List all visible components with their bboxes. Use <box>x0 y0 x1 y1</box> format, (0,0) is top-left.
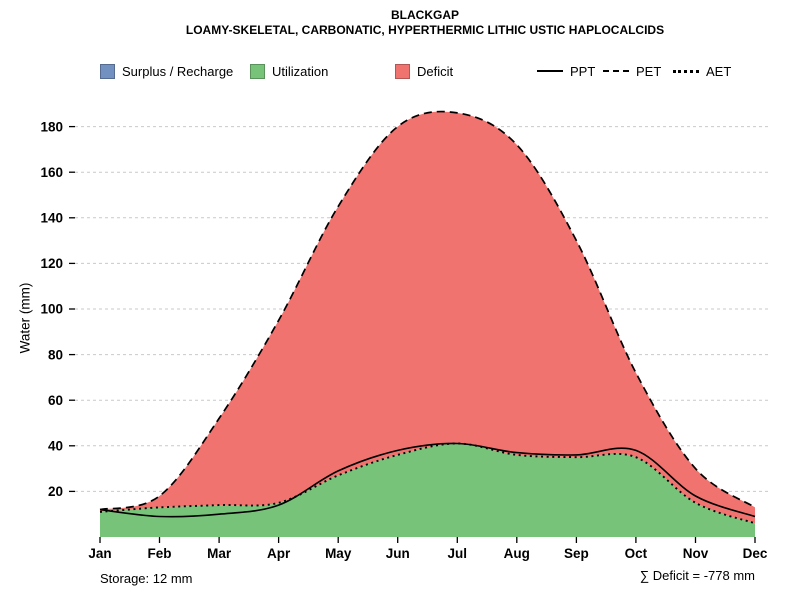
svg-text:Apr: Apr <box>267 546 291 561</box>
legend-label-pet: PET <box>636 63 662 79</box>
chart-subtitle: LOAMY-SKELETAL, CARBONATIC, HYPERTHERMIC… <box>185 23 665 37</box>
legend-item-ppt: PPT <box>537 62 595 80</box>
svg-text:100: 100 <box>40 302 63 317</box>
svg-text:140: 140 <box>40 211 63 226</box>
svg-text:180: 180 <box>40 119 63 134</box>
svg-text:Sep: Sep <box>564 546 589 561</box>
svg-text:Aug: Aug <box>504 546 530 561</box>
deficit-swatch-icon <box>395 63 410 79</box>
svg-text:60: 60 <box>48 393 63 408</box>
svg-text:Mar: Mar <box>207 546 232 561</box>
svg-text:Nov: Nov <box>683 546 709 561</box>
svg-text:Oct: Oct <box>625 546 648 561</box>
chart-title: BLACKGAP <box>391 8 459 22</box>
svg-text:May: May <box>325 546 352 561</box>
dashed-line-icon <box>603 70 629 72</box>
dotted-line-icon <box>673 69 699 73</box>
title-block: BLACKGAP LOAMY-SKELETAL, CARBONATIC, HYP… <box>75 8 775 38</box>
svg-text:Jun: Jun <box>386 546 410 561</box>
utilization-swatch-icon <box>250 63 265 79</box>
surplus-swatch-icon <box>100 63 115 79</box>
solid-line-icon <box>537 70 563 72</box>
svg-text:Dec: Dec <box>743 546 768 561</box>
legend-item-aet: AET <box>673 62 731 80</box>
legend-label-utilization: Utilization <box>272 63 329 79</box>
legend: Surplus / Recharge Utilization Deficit P… <box>0 62 800 82</box>
deficit-total-annotation: ∑ Deficit = -778 mm <box>639 568 755 583</box>
svg-text:Jul: Jul <box>448 546 468 561</box>
svg-text:40: 40 <box>48 439 63 454</box>
legend-label-aet: AET <box>706 63 732 79</box>
legend-label-surplus: Surplus / Recharge <box>122 63 234 79</box>
svg-text:160: 160 <box>40 165 63 180</box>
storage-annotation: Storage: 12 mm <box>100 571 193 586</box>
legend-item-pet: PET <box>603 62 661 80</box>
svg-text:120: 120 <box>40 256 63 271</box>
legend-label-ppt: PPT <box>570 63 596 79</box>
svg-text:Jan: Jan <box>88 546 111 561</box>
legend-item-utilization: Utilization <box>250 62 328 80</box>
legend-item-surplus: Surplus / Recharge <box>100 62 233 80</box>
legend-label-deficit: Deficit <box>417 63 454 79</box>
legend-item-deficit: Deficit <box>395 62 453 80</box>
svg-text:80: 80 <box>48 347 63 362</box>
svg-text:Feb: Feb <box>147 546 171 561</box>
svg-text:20: 20 <box>48 484 63 499</box>
